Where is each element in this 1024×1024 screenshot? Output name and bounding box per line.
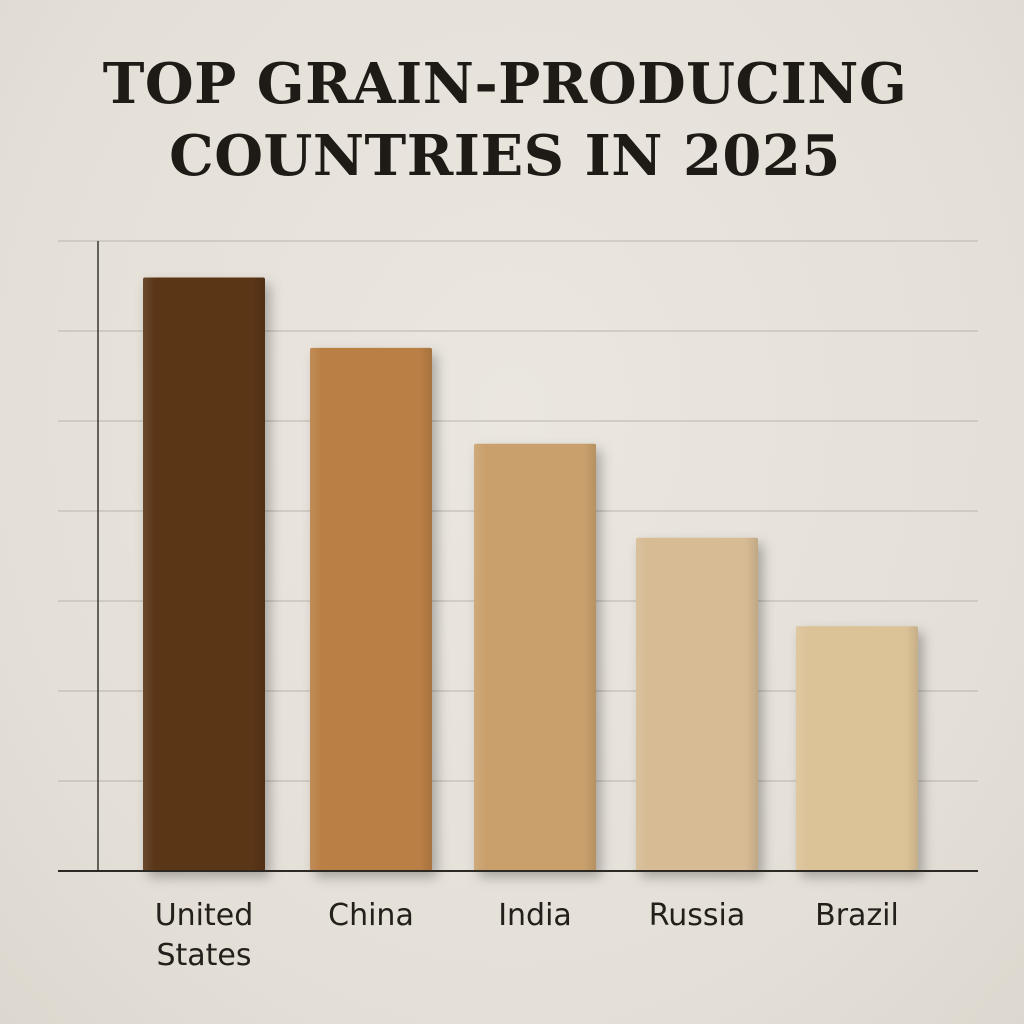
category-label-line: Brazil: [815, 898, 899, 933]
bar: [143, 277, 265, 871]
bars: [143, 277, 918, 872]
category-label: India: [498, 898, 572, 933]
category-label-line: States: [156, 938, 251, 973]
category-label-line: China: [328, 898, 414, 933]
bar-shading: [796, 626, 918, 871]
bar-shading: [636, 537, 758, 871]
chart-title-line-1: TOP GRAIN-PRODUCING: [102, 51, 908, 117]
category-label: Brazil: [815, 898, 899, 933]
category-label: United States: [155, 898, 254, 973]
bar: [636, 537, 758, 871]
bar-shading: [310, 347, 432, 872]
category-label-line: India: [498, 898, 572, 933]
chart-title-line-2: COUNTRIES IN 2025: [169, 123, 841, 189]
bar: [474, 443, 596, 871]
chart-title: TOP GRAIN-PRODUCING COUNTRIES IN 2025: [0, 48, 1010, 192]
category-label: Russia: [649, 898, 746, 933]
category-labels: United States China India Russia Brazil: [155, 898, 899, 973]
category-label-line: Russia: [649, 898, 746, 933]
bar: [796, 626, 918, 871]
category-label-line: United: [155, 898, 254, 933]
bar-shading: [474, 443, 596, 871]
bar: [310, 347, 432, 872]
category-label: China: [328, 898, 414, 933]
bar-shading: [143, 277, 265, 871]
